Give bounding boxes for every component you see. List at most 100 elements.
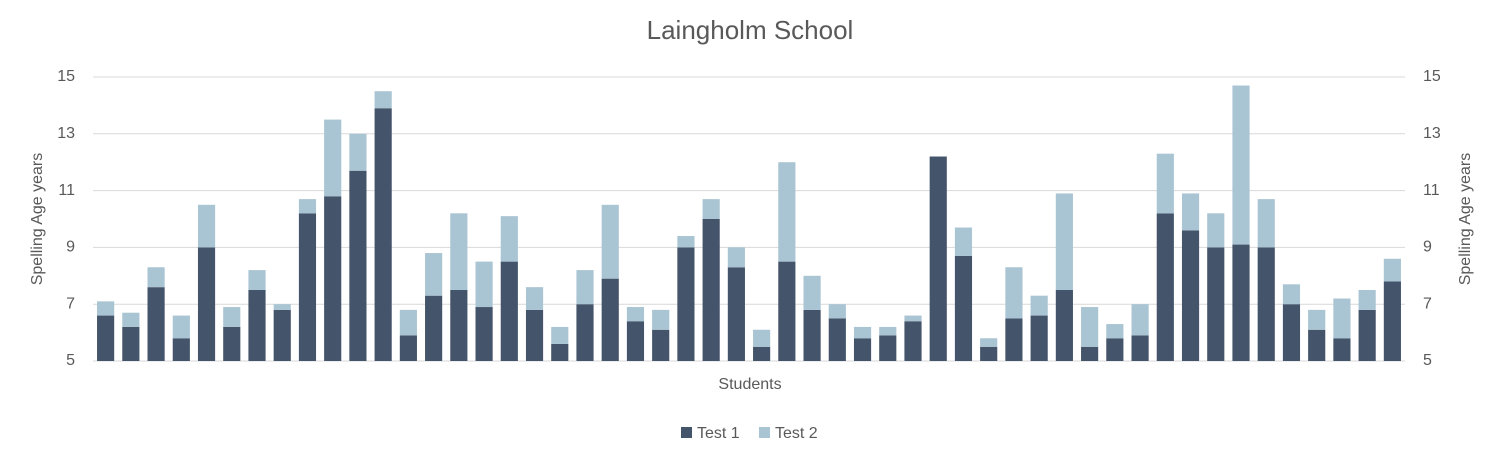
legend-label: Test 2 (775, 425, 818, 442)
bar-segment (273, 304, 291, 310)
legend-swatch (681, 427, 692, 438)
legend-label: Test 1 (697, 425, 740, 442)
bar-segment (197, 204, 216, 248)
bar-segment (1257, 247, 1275, 361)
y2-axis-label: Spelling Age years (1457, 153, 1474, 286)
bar-segment (1358, 309, 1376, 361)
bar-segment (1383, 281, 1401, 361)
bar-segment (1333, 298, 1351, 339)
bar-segment (576, 270, 594, 305)
bar-segment (1055, 193, 1073, 290)
x-axis-label: Students (718, 376, 781, 393)
bar-segment (753, 329, 771, 347)
bar-segment (980, 338, 998, 347)
bar-segment (1207, 247, 1225, 361)
bar-segment (702, 199, 720, 219)
bar-segment (1030, 295, 1048, 316)
bar-segment (803, 275, 821, 310)
bar-segment (652, 309, 670, 330)
y-tick-label: 13 (57, 125, 75, 142)
bar-segment (803, 309, 821, 361)
bar-segment (475, 261, 493, 308)
bar-segment (1207, 213, 1225, 248)
bar-segment (122, 326, 140, 361)
bar-segment (980, 346, 998, 361)
bar-segment (879, 335, 897, 361)
bar-segment (197, 247, 216, 361)
y2-tick-label: 7 (1423, 295, 1432, 312)
bar-segment (576, 304, 594, 361)
bar-segment (778, 261, 796, 361)
bar-segment (324, 119, 342, 197)
bar-segment (450, 290, 468, 361)
bar-segment (349, 133, 367, 171)
bar-segment (626, 307, 645, 322)
bar-segment (904, 315, 922, 322)
bar-segment (601, 204, 619, 279)
bar-segment (147, 287, 165, 361)
bar-segment (248, 290, 266, 361)
bar-segment (929, 156, 947, 361)
bar-segment (324, 196, 342, 361)
bar-segment (1030, 315, 1048, 361)
bar-segment (1181, 193, 1200, 231)
bar-segment (1005, 267, 1023, 319)
bar-segment (1081, 307, 1099, 347)
bar-segment (1055, 290, 1073, 361)
bar-segment (778, 162, 796, 262)
bar-segment (879, 326, 897, 336)
bar-segment (1308, 329, 1326, 361)
bar-segment (525, 309, 544, 361)
bar-segment (954, 227, 973, 256)
bar-segment (1156, 153, 1174, 214)
bar-segment (122, 312, 140, 327)
bar-segment (853, 326, 872, 339)
y-tick-label: 15 (57, 68, 75, 85)
bar-segment (273, 309, 291, 361)
bar-segment (1232, 85, 1250, 245)
bar-segment (677, 236, 695, 248)
bar-segment (551, 326, 569, 344)
bar-segment (853, 338, 872, 361)
y-tick-label: 9 (66, 239, 75, 256)
bar-segment (500, 216, 518, 262)
bar-segment (1257, 199, 1275, 248)
bar-segment (677, 247, 695, 361)
bar-segment (298, 199, 317, 214)
legend-swatch (759, 427, 770, 438)
bar-segment (1131, 304, 1149, 336)
bar-segment (954, 255, 973, 361)
bar-segment (828, 304, 846, 319)
bar-segment (172, 338, 190, 361)
bar-segment (904, 321, 922, 361)
bar-segment (1308, 309, 1326, 330)
y2-tick-label: 15 (1423, 68, 1441, 85)
bar-segment (399, 309, 417, 336)
chart-title: Laingholm School (647, 15, 854, 45)
bar-segment (1358, 290, 1376, 310)
bar-segment (248, 270, 266, 290)
bar-segment (525, 287, 544, 310)
bar-segment (374, 108, 392, 362)
y2-tick-label: 9 (1423, 239, 1432, 256)
bar-segment (652, 329, 670, 361)
bar-segment (727, 247, 745, 268)
bar-segment (425, 253, 443, 296)
bar-segment (1156, 213, 1174, 361)
bar-segment (1282, 304, 1301, 361)
bar-segment (1005, 318, 1023, 361)
y-tick-label: 5 (66, 352, 75, 369)
bar-segment (601, 278, 619, 361)
y2-tick-label: 11 (1423, 182, 1440, 199)
y2-tick-label: 5 (1423, 352, 1432, 369)
bar-segment (1131, 335, 1149, 361)
bar-segment (450, 213, 468, 290)
y-tick-label: 11 (58, 182, 75, 199)
bar-segment (753, 346, 771, 361)
bar-segment (97, 315, 115, 361)
bar-segment (349, 170, 367, 361)
bar-segment (147, 267, 165, 288)
bar-segment (626, 321, 645, 361)
bar-segment (1232, 244, 1250, 361)
